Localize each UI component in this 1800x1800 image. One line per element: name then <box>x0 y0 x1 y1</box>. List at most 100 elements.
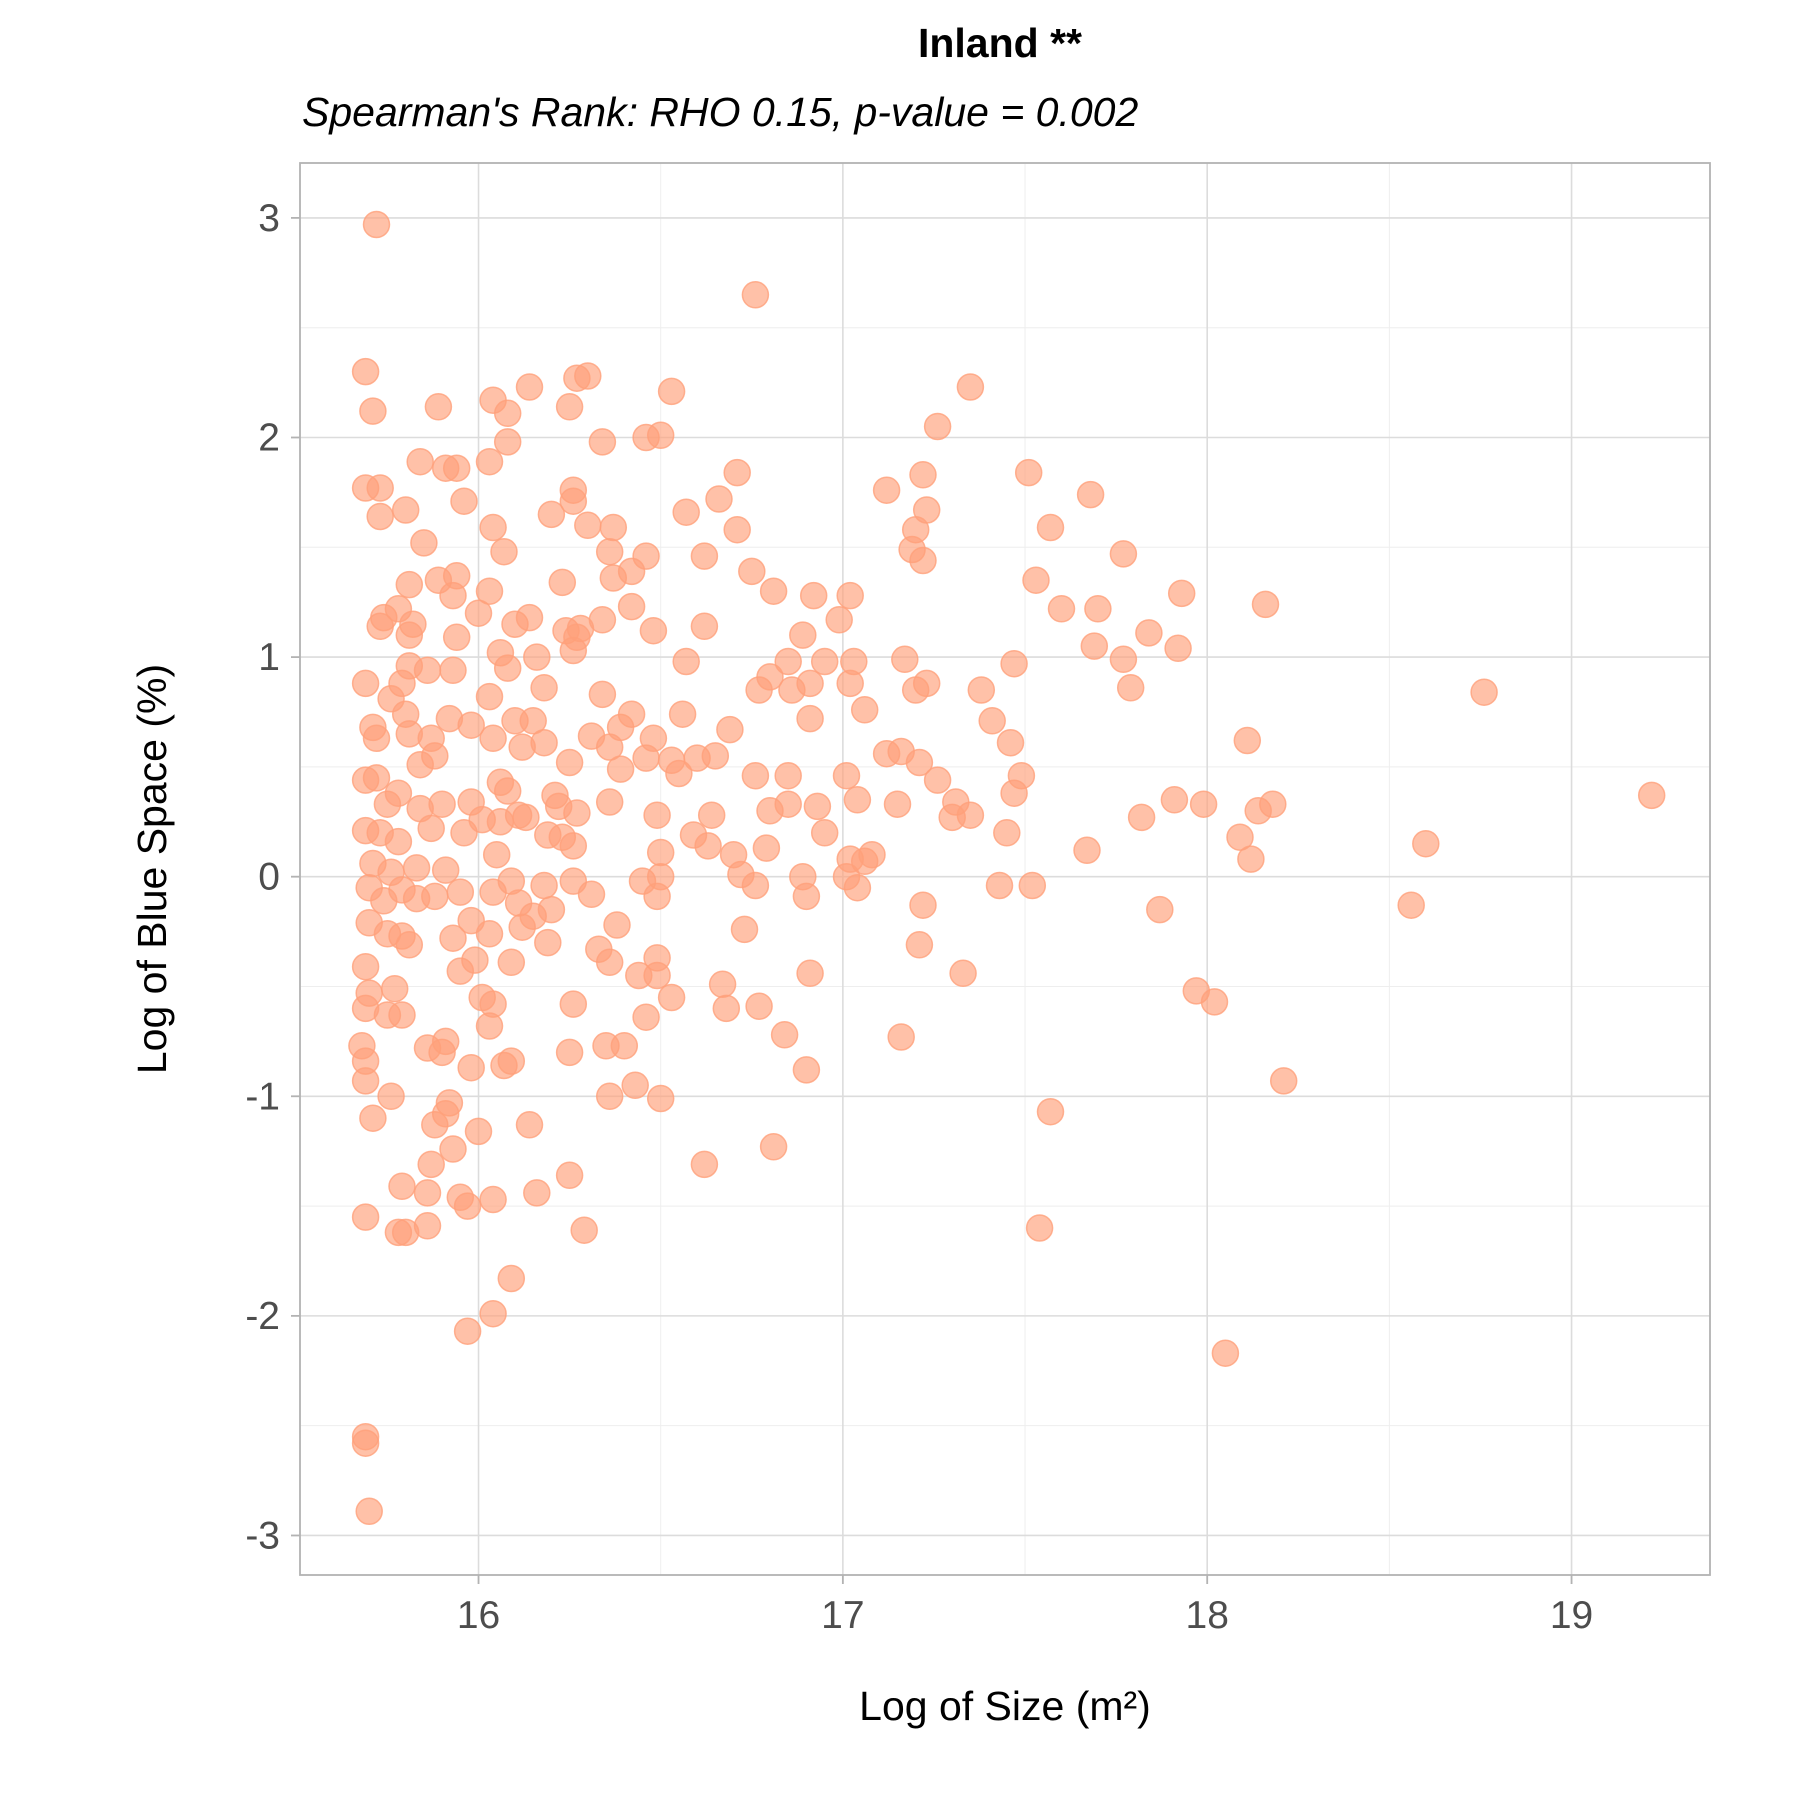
scatter-point <box>741 871 770 900</box>
scatter-point <box>574 511 602 540</box>
scatter-point <box>453 1192 482 1220</box>
scatter-point <box>1022 566 1050 594</box>
scatter-point <box>351 357 380 386</box>
scatter-point <box>391 496 420 524</box>
scatter-point <box>359 1104 387 1132</box>
scatter-point <box>996 728 1025 757</box>
scatter-point <box>985 871 1014 900</box>
scatter-point <box>730 915 759 944</box>
scatter-point <box>410 529 438 557</box>
chart-subtitle: Spearman's Rank: RHO 0.15, p-value = 0.0… <box>302 89 1138 135</box>
scatter-point <box>362 724 391 753</box>
scatter-point <box>836 581 864 610</box>
scatter-point <box>617 592 646 621</box>
scatter-point <box>1412 829 1440 858</box>
scatter-point <box>395 621 424 649</box>
scatter-point <box>923 412 952 441</box>
scatter-point <box>1251 590 1280 619</box>
scatter-point <box>617 557 646 586</box>
scatter-point <box>723 515 751 544</box>
scatter-point <box>431 1100 460 1128</box>
scatter-point <box>424 393 453 421</box>
scatter-point <box>555 1038 584 1067</box>
scatter-point <box>1135 619 1163 647</box>
scatter-point <box>523 643 551 671</box>
scatter-point <box>461 946 489 974</box>
scatter-point <box>479 513 507 542</box>
panel-border <box>299 162 1711 1576</box>
scatter-point <box>1189 790 1218 818</box>
x-tick-label: 16 <box>457 1594 500 1637</box>
scatter-point <box>574 362 602 390</box>
scatter-point <box>723 458 751 487</box>
scatter-point <box>796 959 824 988</box>
scatter-point <box>752 834 781 862</box>
scatter-point <box>1226 823 1254 851</box>
scatter-point <box>482 840 511 869</box>
scatter-point <box>690 612 719 641</box>
scatter-point <box>595 948 624 977</box>
scatter-point <box>774 647 802 676</box>
scatter-point <box>891 645 919 674</box>
x-tick-label: 17 <box>821 1594 864 1637</box>
scatter-point <box>770 1021 799 1049</box>
scatter-point <box>395 931 424 959</box>
scatter-point <box>643 801 671 829</box>
scatter-point <box>774 790 802 818</box>
scatter-point <box>810 819 839 847</box>
scatter-point <box>646 421 675 450</box>
scatter-point <box>534 928 562 957</box>
scatter-point <box>479 1185 507 1214</box>
scatter-point <box>1160 786 1189 814</box>
scatter-point <box>774 761 802 790</box>
scatter-point <box>351 994 380 1023</box>
scatter-point <box>519 707 547 735</box>
scatter-point <box>708 970 737 999</box>
scatter-point <box>905 931 934 959</box>
scatter-point <box>475 1012 504 1040</box>
y-tick-label: -1 <box>245 1075 280 1118</box>
scatter-point <box>570 1216 598 1244</box>
scatter-point <box>559 832 588 860</box>
scatter-point <box>431 856 460 884</box>
scatter-point <box>417 814 445 843</box>
scatter-point <box>497 1264 526 1293</box>
scatter-point <box>530 674 558 702</box>
scatter-point <box>1076 480 1105 509</box>
scatter-point <box>756 663 784 691</box>
scatter-point <box>887 1023 915 1051</box>
scatter-point <box>632 1003 660 1031</box>
scatter-point <box>497 948 526 977</box>
scatter-point <box>949 959 977 988</box>
scatter-point <box>395 570 424 599</box>
scatter-point <box>355 1497 383 1526</box>
scatter-point <box>1211 1339 1240 1367</box>
scatter-point <box>792 1056 821 1084</box>
scatter-point <box>796 669 824 698</box>
scatter-point <box>523 1179 551 1207</box>
scatter-point <box>479 1299 507 1328</box>
scatter-point <box>362 210 391 239</box>
scatter-point <box>421 882 449 911</box>
scatter-point <box>406 447 434 476</box>
scatter-point <box>515 373 544 401</box>
scatter-point <box>439 924 467 952</box>
scatter-point <box>810 647 839 676</box>
scatter-point <box>559 487 588 515</box>
scatter-point <box>351 1203 380 1231</box>
scatter-point <box>643 961 671 990</box>
scatter-point <box>646 1084 675 1113</box>
scatter-point <box>1259 790 1287 818</box>
y-tick-label: 3 <box>258 197 280 240</box>
scatter-point <box>1397 891 1425 919</box>
scatter-point <box>694 832 722 860</box>
scatter-point <box>803 792 832 821</box>
scatter-point <box>745 992 773 1020</box>
scatter-point <box>923 766 952 794</box>
scatter-point <box>479 878 507 906</box>
scatter-point <box>603 911 631 939</box>
y-tick-label: 0 <box>258 856 280 899</box>
scatter-point <box>493 399 522 428</box>
scatter-point <box>588 606 617 634</box>
